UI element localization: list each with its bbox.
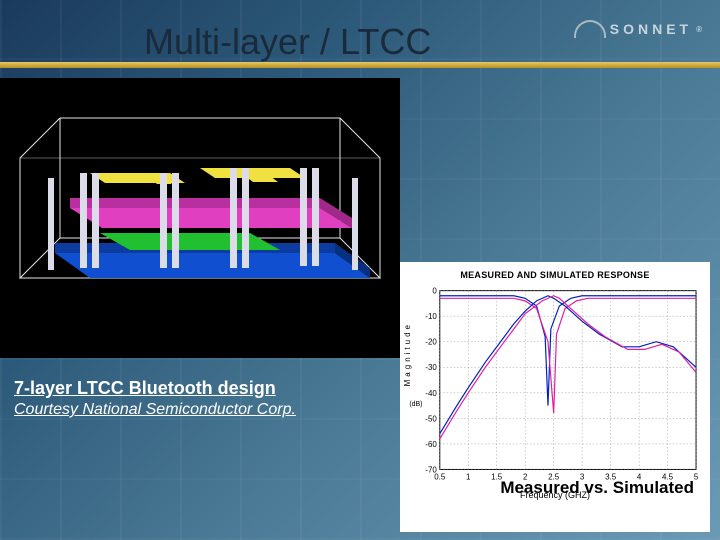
chart-svg: -70-60-50-40-30-20-1000.511.522.533.544.… (406, 282, 704, 492)
title-bar: Multi-layer / LTCC SONNET ® (0, 12, 720, 72)
chart-title: MEASURED AND SIMULATED RESPONSE (406, 270, 704, 280)
svg-text:-10: -10 (425, 312, 437, 321)
render-captions: 7-layer LTCC Bluetooth design Courtesy N… (14, 378, 374, 419)
caption-design-name: 7-layer LTCC Bluetooth design (14, 378, 374, 399)
chart-ylabel: Magnitude (403, 322, 412, 386)
render-svg (0, 78, 400, 358)
svg-text:(dB): (dB) (409, 401, 422, 408)
svg-text:0.5: 0.5 (434, 472, 446, 481)
svg-text:-20: -20 (425, 338, 437, 347)
sonnet-logo: SONNET ® (574, 20, 702, 38)
ltcc-3d-render (0, 78, 400, 358)
slide: Multi-layer / LTCC SONNET ® (0, 0, 720, 540)
svg-text:5: 5 (694, 472, 699, 481)
logo-registered: ® (696, 25, 702, 34)
slide-title: Multi-layer / LTCC (144, 21, 431, 63)
response-chart: MEASURED AND SIMULATED RESPONSE Magnitud… (400, 262, 710, 532)
logo-text: SONNET (610, 21, 692, 37)
svg-text:-30: -30 (425, 363, 437, 372)
svg-text:1: 1 (466, 472, 471, 481)
caption-courtesy: Courtesy National Semiconductor Corp. (14, 401, 374, 419)
logo-arc-icon (574, 20, 606, 38)
chart-caption: Measured vs. Simulated (500, 478, 694, 498)
svg-text:-40: -40 (425, 389, 437, 398)
svg-text:-50: -50 (425, 414, 437, 423)
svg-text:-60: -60 (425, 440, 437, 449)
svg-text:0: 0 (432, 287, 437, 296)
